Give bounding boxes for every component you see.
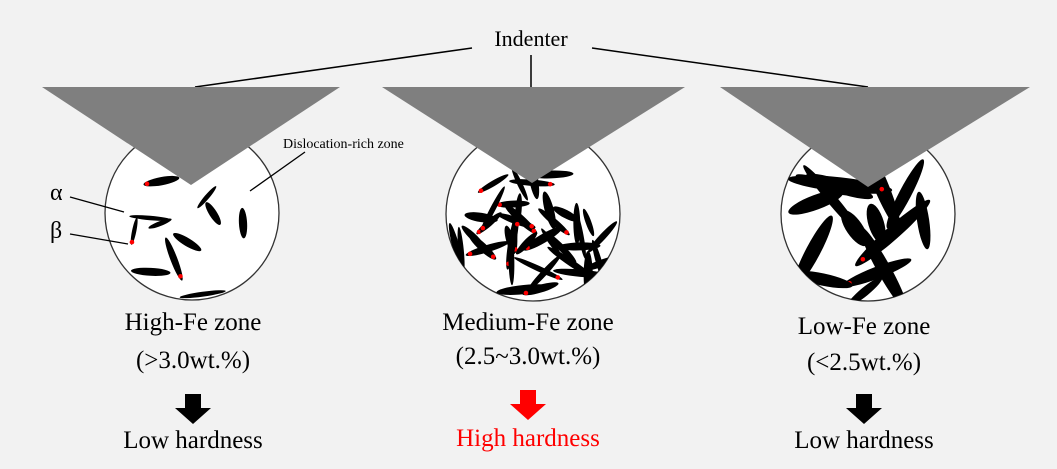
dislocation-dot <box>555 275 561 280</box>
down-arrow-icon <box>175 394 211 424</box>
dislocation-dot <box>144 181 150 187</box>
alpha-lath <box>238 207 248 239</box>
alpha-lath <box>553 268 609 278</box>
alpha-lath <box>514 257 563 280</box>
indenter-high-fe <box>42 87 340 185</box>
alpha-lath <box>205 202 221 225</box>
alpha-lath <box>541 228 562 257</box>
dislocation-dot <box>490 254 496 260</box>
alpha-lath <box>508 233 515 286</box>
alpha-lath <box>465 241 510 257</box>
dislocation-label: Dislocation-rich zone <box>283 137 404 152</box>
leader-line-right <box>591 47 869 88</box>
down-arrow-icon <box>510 390 546 420</box>
dislocation-dot <box>529 223 534 229</box>
alpha-lath <box>480 186 505 233</box>
alpha-lath <box>582 208 595 237</box>
alpha-lath <box>515 232 538 255</box>
dislocation-dot <box>480 225 486 231</box>
alpha-lath <box>847 277 883 301</box>
alpha-lath <box>129 215 171 221</box>
alpha-label: α <box>50 180 63 206</box>
alpha-lath <box>792 270 853 289</box>
indenter-medium-fe <box>382 87 685 183</box>
dislocation-dot <box>547 181 553 187</box>
dislocation-dot <box>795 277 801 282</box>
zone-name-low-fe: Low-Fe zone <box>797 313 931 340</box>
dislocation-dot <box>514 221 520 227</box>
zone-result-low-fe: Low hardness <box>794 427 934 454</box>
alpha-lath <box>866 203 886 243</box>
beta-label: β <box>50 218 63 244</box>
alpha-lath <box>840 210 869 247</box>
beta-leader <box>69 233 129 245</box>
alpha-lath <box>545 231 577 263</box>
zone-medium-fe <box>382 87 685 302</box>
zone-low-fe <box>720 87 1030 302</box>
zone-high-fe <box>42 87 340 301</box>
dislocation-dot <box>600 272 605 278</box>
dislocation-dot <box>476 229 482 235</box>
dislocation-dot <box>467 251 473 257</box>
alpha-lath <box>514 193 522 228</box>
alpha-lath <box>522 282 559 296</box>
dislocation-dot <box>531 228 537 234</box>
alpha-lath <box>179 290 226 299</box>
alpha-lath <box>805 173 874 200</box>
alpha-lath <box>523 226 563 251</box>
alpha-lath <box>842 258 912 287</box>
zone-range-low-fe: (<2.5wt.%) <box>806 349 922 376</box>
zone-range-high-fe: (>3.0wt.%) <box>135 347 251 374</box>
alpha-lath <box>130 267 171 276</box>
dislocation-dot <box>860 256 866 262</box>
alpha-lath <box>552 206 579 222</box>
zone-result-medium-fe: High hardness <box>456 425 600 452</box>
dislocation-dot <box>848 300 854 301</box>
alpha-lath <box>165 237 183 281</box>
zone-name-high-fe: High-Fe zone <box>124 309 262 336</box>
alpha-lath <box>148 218 172 229</box>
down-arrow-icon <box>846 394 882 424</box>
alpha-lath <box>173 232 202 252</box>
zone-range-medium-fe: (2.5~3.0wt.%) <box>455 343 601 370</box>
zone-result-high-fe: Low hardness <box>123 427 263 454</box>
dislocation-dot <box>879 186 885 192</box>
leader-line-left <box>194 47 473 88</box>
dislocation-leader <box>249 151 306 192</box>
alpha-lath <box>855 199 931 267</box>
alpha-lath <box>130 217 138 245</box>
annotation-lines <box>69 151 306 245</box>
dislocation-dot <box>129 239 135 245</box>
alpha-leader <box>69 196 125 213</box>
alpha-lath <box>477 174 509 193</box>
dislocation-dot <box>478 188 484 194</box>
alpha-lath <box>793 215 833 287</box>
dislocation-dot <box>178 273 183 279</box>
alpha-lath <box>197 186 217 209</box>
alpha-lath <box>557 242 601 251</box>
indenter-label: Indenter <box>494 26 568 51</box>
dislocation-dot <box>523 290 529 296</box>
alpha-lath <box>511 167 528 201</box>
dislocation-dot <box>564 230 569 235</box>
indenter-low-fe <box>720 87 1030 187</box>
alpha-lath <box>886 159 925 229</box>
alpha-lath <box>143 175 180 187</box>
zone-name-medium-fe: Medium-Fe zone <box>442 309 614 336</box>
alpha-lath <box>538 208 570 236</box>
